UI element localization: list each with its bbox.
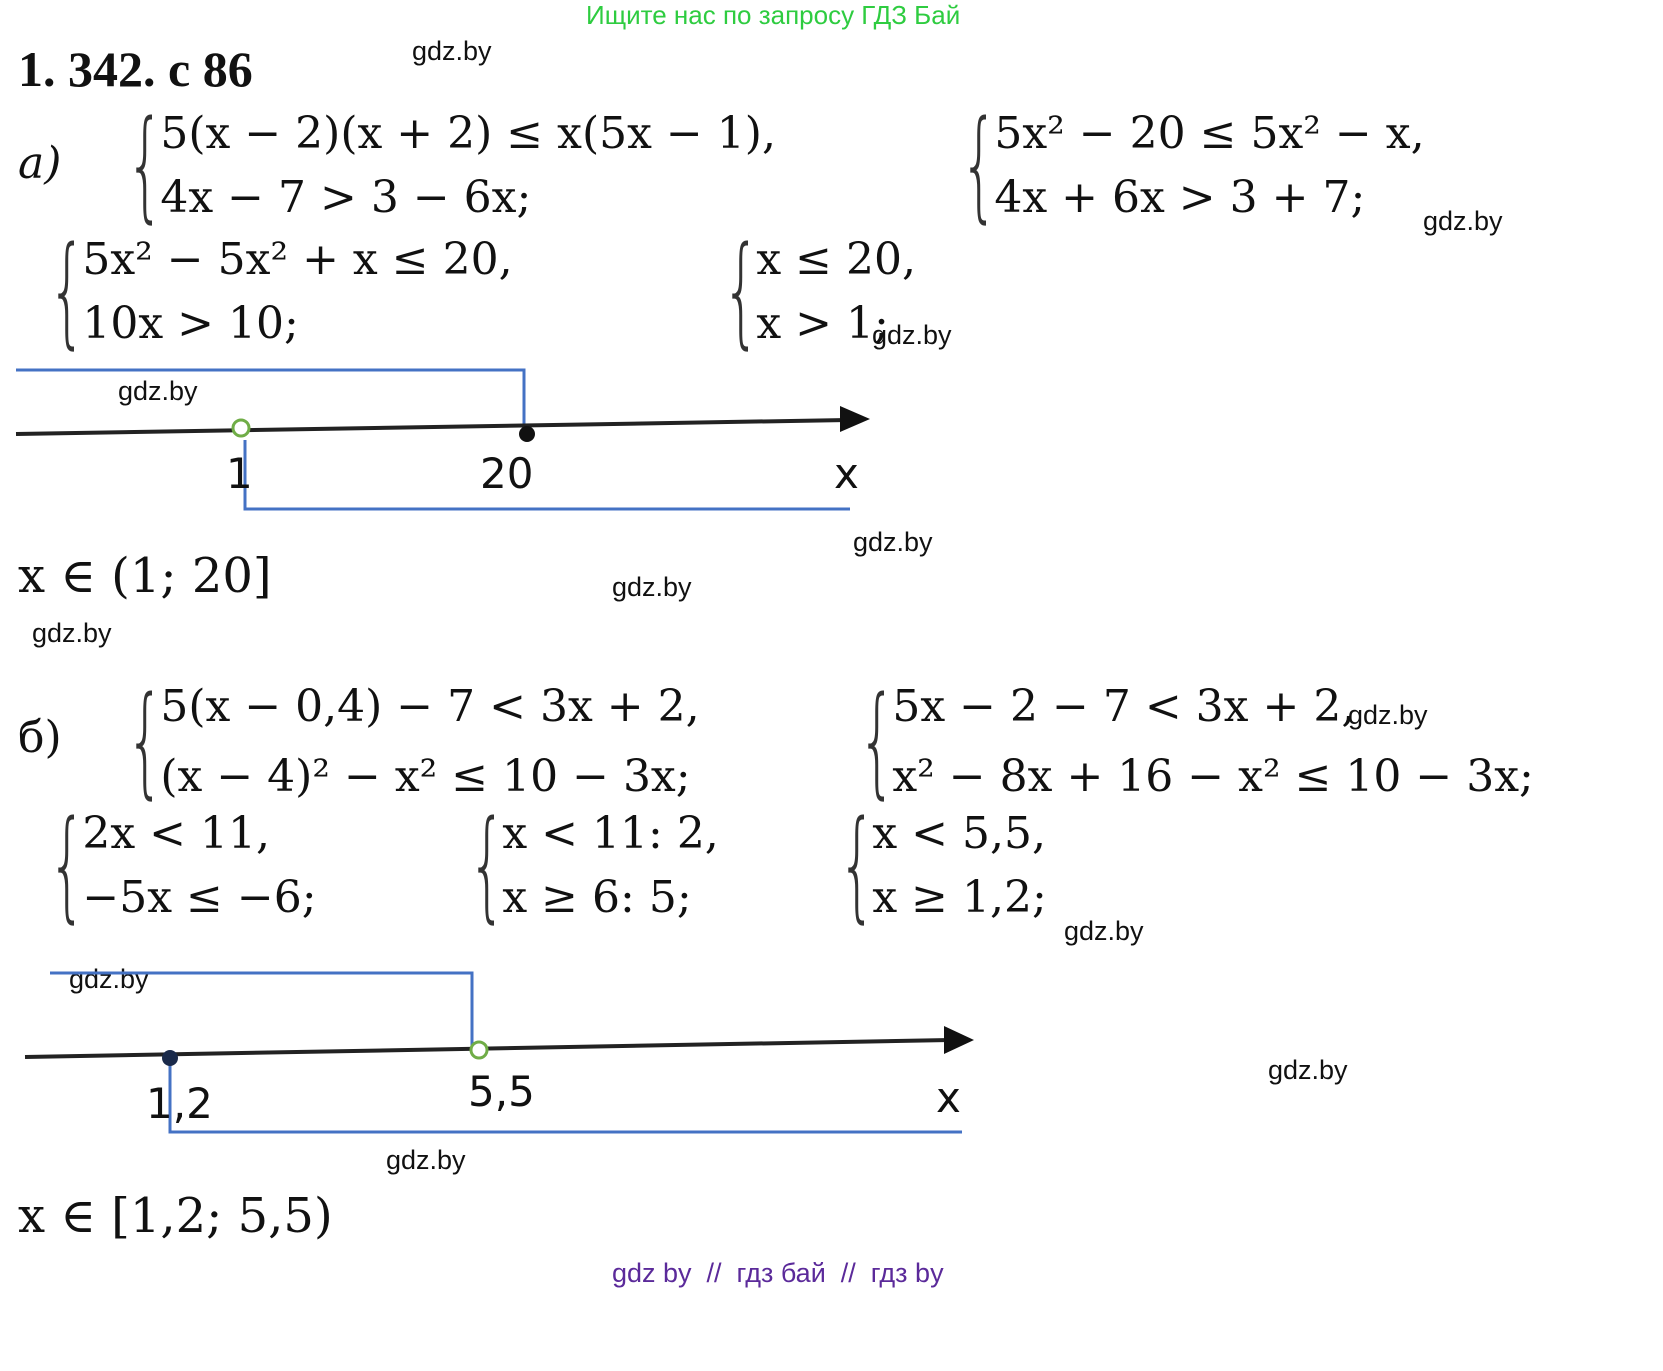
- inequality: 5(x − 0,4) − 7 < 3x + 2,: [160, 681, 700, 732]
- tick-label: 20: [480, 449, 533, 498]
- part-a-system-1: { 5(x − 2)(x + 2) ≤ x(5x − 1), 4x − 7 > 3…: [88, 102, 776, 230]
- number-line-b: 1,2 5,5 x: [24, 971, 974, 1134]
- interval-x-gt-1: [243, 440, 850, 511]
- answer-b: x ∈ [1,2; 5,5): [18, 1188, 333, 1244]
- watermark: gdz.by: [69, 964, 149, 994]
- brace-icon: {: [722, 222, 761, 361]
- part-a-system-3: { 5x² − 5x² + x ≤ 20, 10x > 10;: [10, 222, 513, 361]
- part-b-label: б): [18, 712, 62, 763]
- part-b-system-5: { x < 5,5, x ≥ 1,2;: [800, 802, 1047, 930]
- answer-a: x ∈ (1; 20]: [18, 548, 272, 604]
- axis-label: x: [936, 1073, 961, 1122]
- tick-label: 5,5: [468, 1067, 535, 1116]
- part-a-system-4: { x ≤ 20, x > 1;: [684, 228, 916, 356]
- open-point: [231, 418, 251, 438]
- watermark: gdz.by: [118, 376, 198, 406]
- watermark: gdz.by: [612, 572, 692, 602]
- arrow-icon: [840, 406, 870, 432]
- closed-point: [519, 426, 535, 442]
- watermark: gdz.by: [32, 618, 112, 648]
- watermark: gdz.by: [1423, 206, 1503, 236]
- inequality: 4x + 6x > 3 + 7;: [994, 172, 1366, 223]
- inequality: x < 11: 2,: [502, 808, 719, 859]
- axis-label: x: [834, 449, 859, 498]
- inequality: x < 5,5,: [872, 808, 1046, 859]
- watermark: gdz.by: [1348, 700, 1428, 730]
- inequality: 5x² − 20 ≤ 5x² − x,: [994, 108, 1425, 159]
- inequality: 5x² − 5x² + x ≤ 20,: [82, 234, 513, 285]
- watermark: gdz.by: [1268, 1055, 1348, 1085]
- inequality: 5(x − 2)(x + 2) ≤ x(5x − 1),: [160, 108, 776, 159]
- search-banner: Ищите нас по запросу ГДЗ Бай: [586, 0, 961, 30]
- inequality: x > 1;: [756, 298, 889, 349]
- inequality: 10x > 10;: [82, 298, 299, 349]
- tick-label: 1,2: [146, 1079, 213, 1128]
- brace-icon: {: [48, 796, 87, 935]
- axis-line: [15, 418, 849, 436]
- part-a-label: а): [18, 138, 62, 189]
- watermark: gdz.by: [386, 1145, 466, 1175]
- part-b-system-3: { 2x < 11, −5x ≤ −6;: [10, 796, 317, 935]
- arrow-icon: [944, 1026, 974, 1054]
- part-a-system-2: { 5x² − 20 ≤ 5x² − x, 4x + 6x > 3 + 7;: [922, 96, 1425, 235]
- closed-point: [162, 1050, 178, 1066]
- brace-icon: {: [858, 672, 897, 811]
- inequality: 5x − 2 − 7 < 3x + 2,: [892, 681, 1356, 732]
- inequality: 2x < 11,: [82, 808, 270, 859]
- open-point: [469, 1040, 489, 1060]
- tick-label: 1: [226, 449, 253, 498]
- watermark: gdz.by: [853, 527, 933, 557]
- watermark: gdz.by: [872, 320, 952, 350]
- number-line-a: 1 20 x: [15, 368, 870, 511]
- part-b-system-1: { 5(x − 0,4) − 7 < 3x + 2, (x − 4)² − x² …: [88, 672, 700, 812]
- brace-icon: {: [468, 796, 507, 935]
- inequality: 4x − 7 > 3 − 6x;: [160, 172, 532, 223]
- exercise-title: 1. 342. с 86: [18, 41, 253, 97]
- inequality: x ≤ 20,: [756, 234, 916, 285]
- inequality: x ≥ 6: 5;: [502, 872, 692, 923]
- inequality: x ≥ 1,2;: [872, 872, 1047, 923]
- brace-icon: {: [126, 672, 165, 811]
- inequality: x² − 8x + 16 − x² ≤ 10 − 3x;: [892, 751, 1534, 802]
- watermark: gdz.by: [412, 36, 492, 66]
- brace-icon: {: [126, 96, 165, 235]
- interval-x-ge-1-2: [168, 1060, 962, 1134]
- brace-icon: {: [960, 96, 999, 235]
- interval-x-le-20: [16, 368, 526, 432]
- interval-x-lt-5-5: [50, 971, 474, 1046]
- footer-links[interactable]: gdz by // гдз бай // гдз by: [612, 1258, 944, 1288]
- brace-icon: {: [838, 796, 877, 935]
- part-b-system-2: { 5x − 2 − 7 < 3x + 2, x² − 8x + 16 − x² …: [820, 672, 1534, 812]
- part-b-system-4: { x < 11: 2, x ≥ 6: 5;: [430, 802, 719, 930]
- brace-icon: {: [48, 222, 87, 361]
- inequality: (x − 4)² − x² ≤ 10 − 3x;: [160, 751, 691, 802]
- inequality: −5x ≤ −6;: [82, 872, 317, 923]
- watermark: gdz.by: [1064, 916, 1144, 946]
